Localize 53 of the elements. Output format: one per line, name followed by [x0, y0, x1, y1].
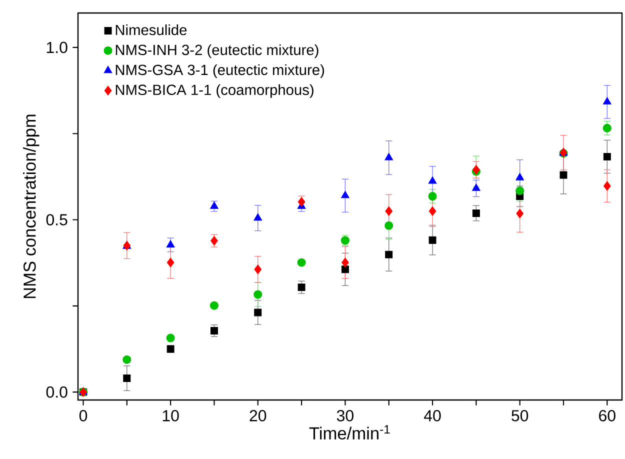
x-axis-title: Time/min$^{-1}$ — [309, 425, 390, 440]
point — [341, 190, 350, 198]
point — [516, 208, 524, 218]
y-axis-title: NMS concentration/ppm — [23, 114, 40, 298]
point — [254, 308, 262, 316]
x-tick-label: 0 — [79, 410, 88, 422]
point — [340, 236, 350, 245]
point — [166, 240, 175, 248]
point — [428, 192, 437, 201]
point — [516, 172, 524, 180]
legend-label: Nimesulide — [116, 24, 187, 36]
point — [342, 258, 349, 268]
y-tick-label: 0.0 — [46, 386, 68, 398]
x-tick-label: 40 — [424, 410, 441, 422]
y-tick-label: 1.0 — [46, 42, 68, 54]
point — [341, 266, 349, 274]
point — [602, 124, 612, 132]
point — [210, 202, 218, 209]
point — [210, 301, 218, 310]
point — [254, 290, 262, 299]
point — [603, 181, 611, 191]
point — [166, 258, 174, 268]
point — [428, 236, 436, 244]
legend-label: NMS-BICA 1-1 (coamorphous) — [116, 84, 314, 98]
x-tick-label: 10 — [162, 410, 179, 422]
point — [428, 206, 436, 216]
point — [297, 258, 306, 267]
point — [385, 206, 393, 216]
point — [384, 152, 394, 160]
point — [603, 152, 611, 160]
point — [472, 164, 480, 175]
point — [516, 186, 524, 196]
x-tick-label: 50 — [512, 410, 528, 422]
point — [602, 97, 612, 104]
point — [384, 221, 394, 230]
point — [210, 326, 218, 334]
point — [123, 374, 131, 382]
point — [472, 209, 480, 217]
x-tick-label: 30 — [336, 410, 354, 422]
legend-label: NMS-INH 3-2 (eutectic mixture) — [116, 44, 318, 58]
point — [166, 334, 175, 342]
x-tick-label: 20 — [250, 410, 266, 422]
point — [122, 355, 132, 364]
y-tick-label: 0.5 — [46, 214, 68, 226]
point — [298, 284, 306, 292]
point — [560, 171, 568, 179]
point — [428, 176, 437, 184]
point — [254, 213, 262, 221]
point — [385, 250, 393, 258]
legend-label: NMS-GSA 3-1 (eutectic mixture) — [116, 64, 324, 78]
x-tick-label: 60 — [599, 410, 616, 422]
point — [472, 184, 480, 191]
point — [254, 264, 262, 274]
